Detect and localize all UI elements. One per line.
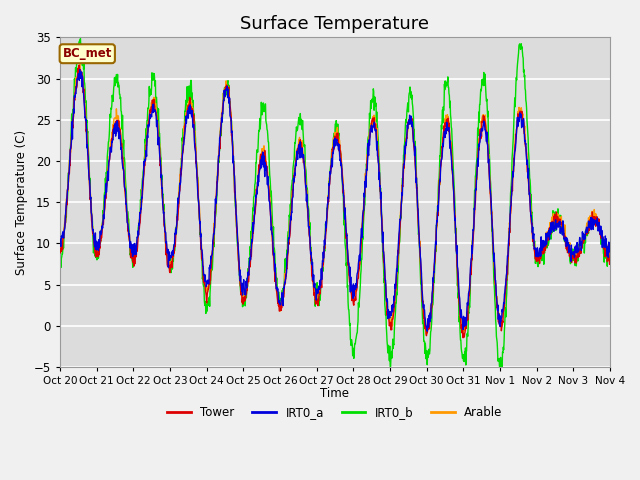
X-axis label: Time: Time (321, 387, 349, 400)
Y-axis label: Surface Temperature (C): Surface Temperature (C) (15, 130, 28, 275)
Legend: Tower, IRT0_a, IRT0_b, Arable: Tower, IRT0_a, IRT0_b, Arable (163, 401, 507, 424)
Title: Surface Temperature: Surface Temperature (241, 15, 429, 33)
Text: BC_met: BC_met (63, 47, 112, 60)
